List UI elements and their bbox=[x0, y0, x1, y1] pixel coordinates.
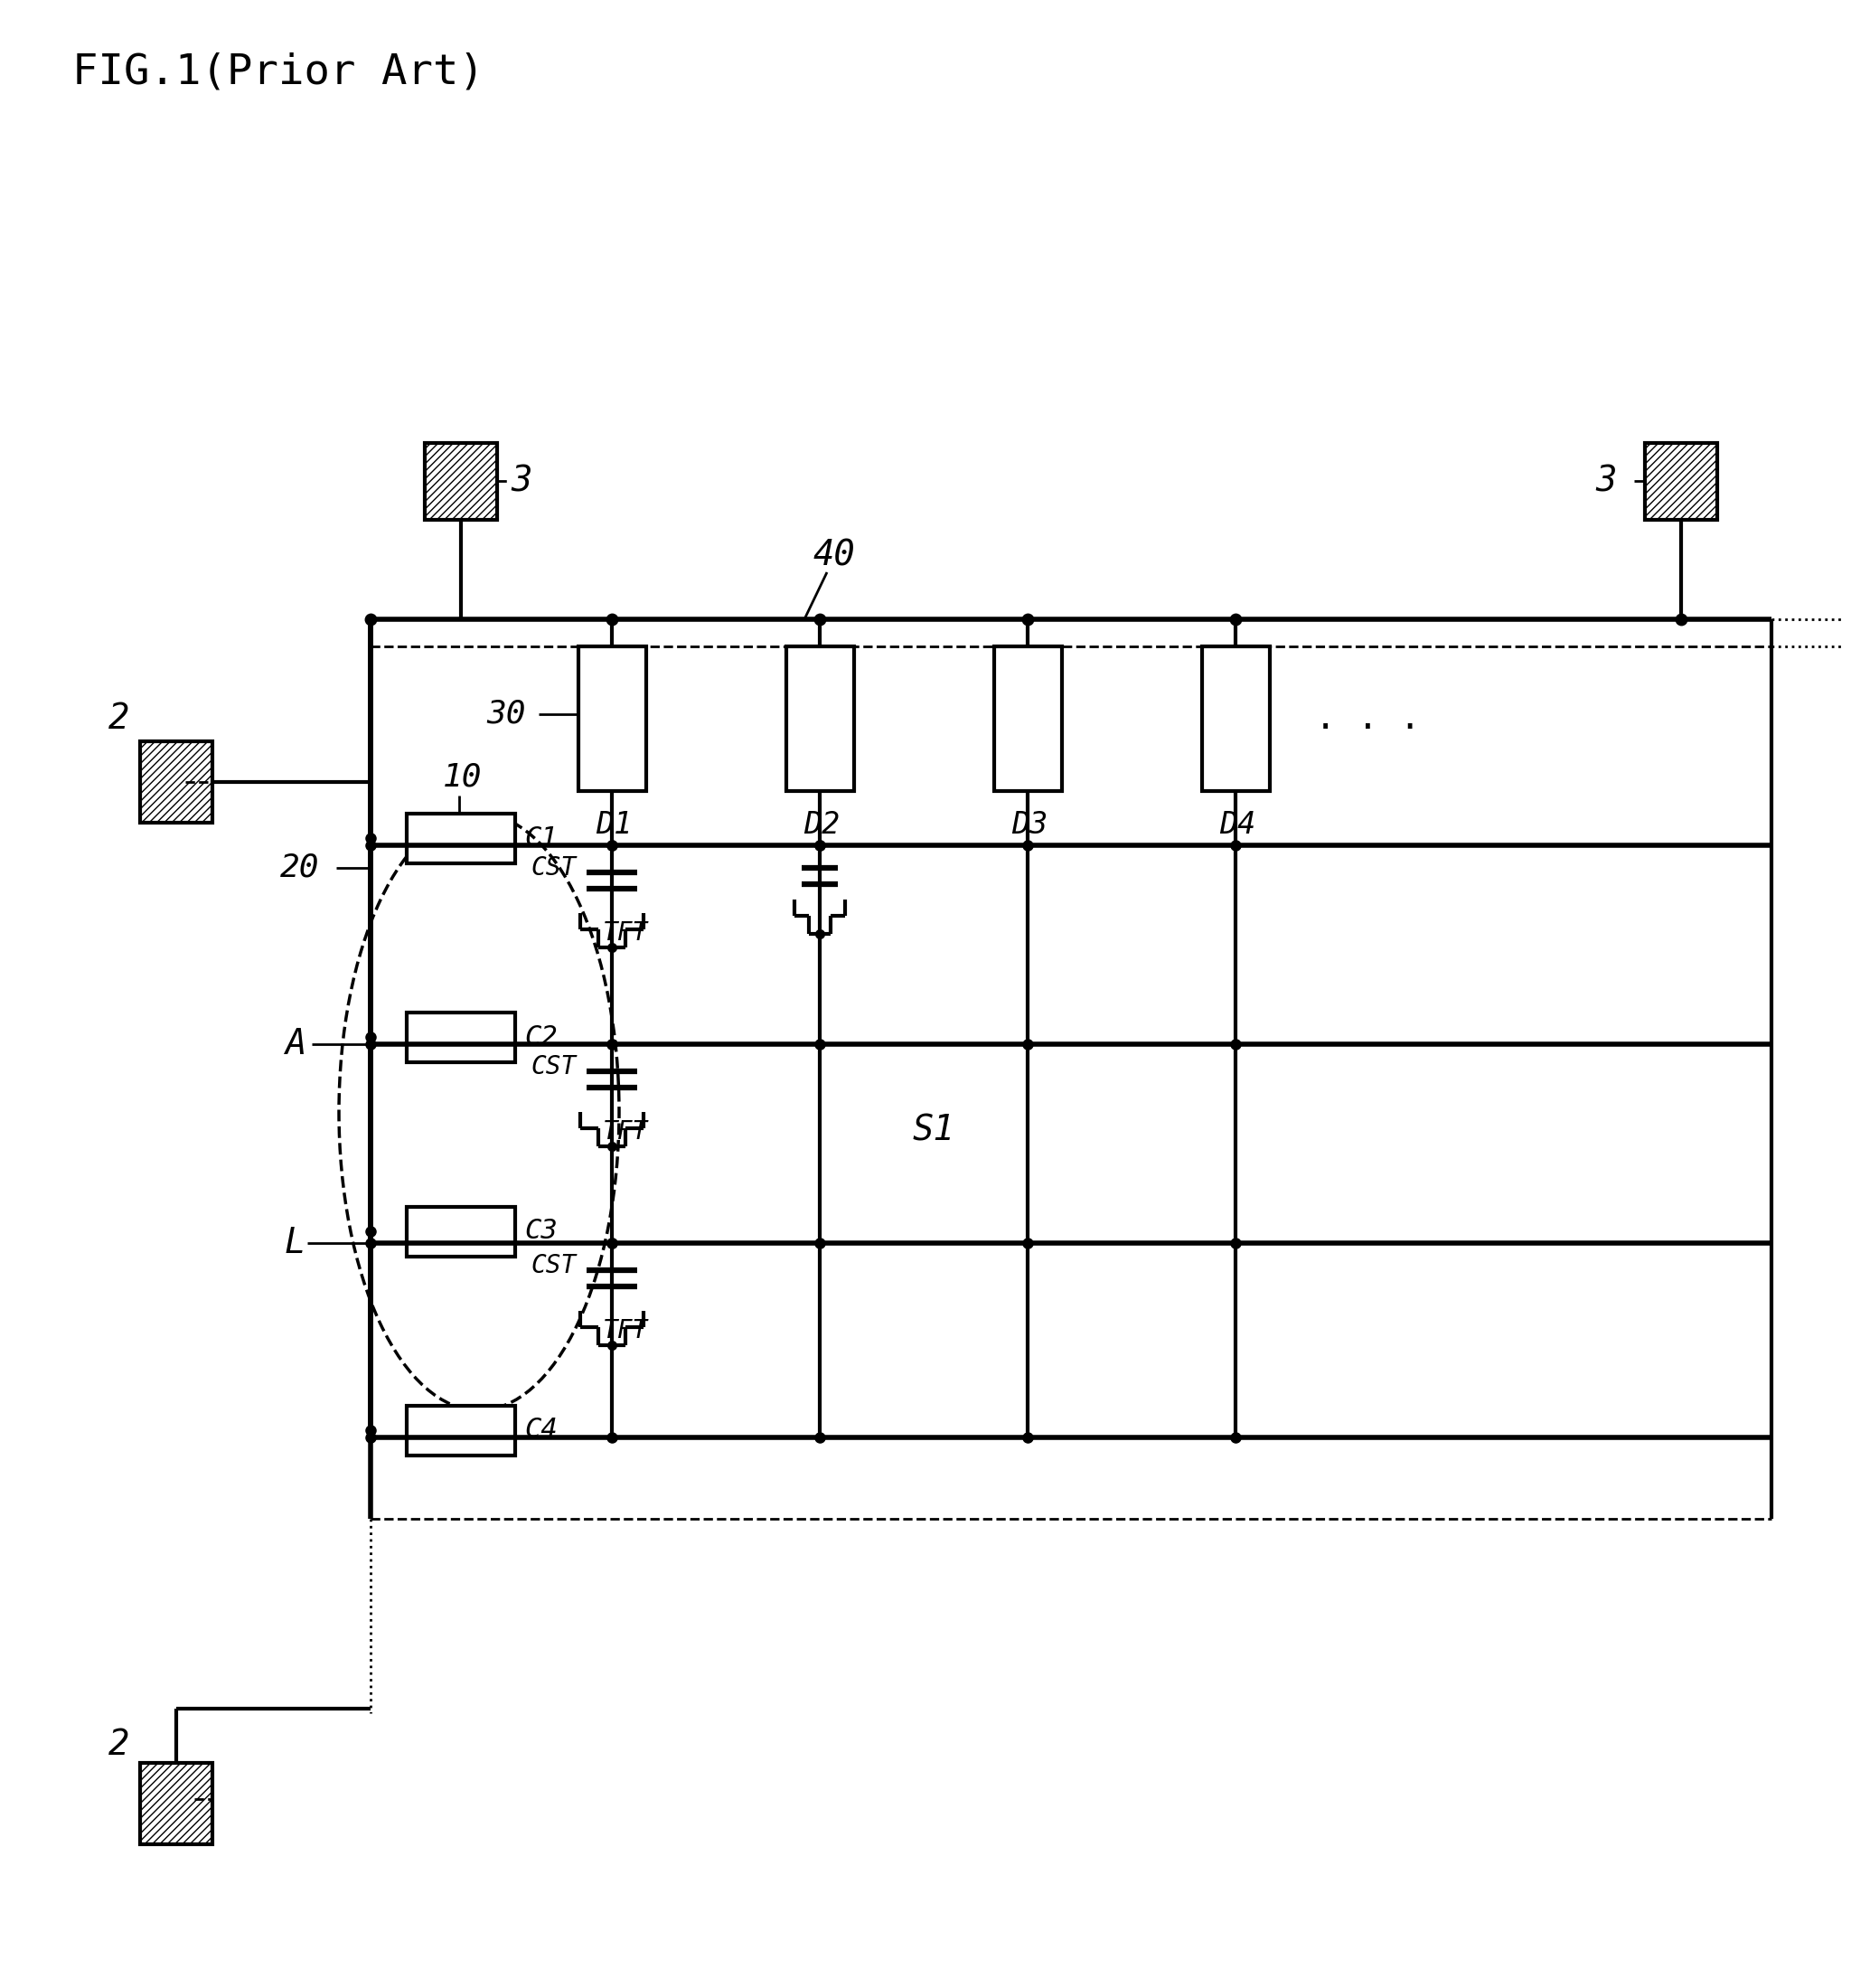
Text: D4: D4 bbox=[1220, 811, 1255, 841]
Text: 3: 3 bbox=[511, 463, 531, 499]
Text: 30: 30 bbox=[487, 700, 526, 730]
Text: TFT: TFT bbox=[603, 1119, 648, 1145]
Bar bbox=[578, 646, 646, 791]
Text: . . .: . . . bbox=[1314, 702, 1422, 736]
Text: 3: 3 bbox=[1596, 463, 1616, 499]
Bar bbox=[1201, 646, 1270, 791]
Text: 40: 40 bbox=[813, 539, 855, 573]
Text: S1: S1 bbox=[913, 1113, 955, 1147]
Bar bbox=[141, 742, 213, 823]
Bar bbox=[407, 813, 515, 863]
Text: C3: C3 bbox=[524, 1219, 557, 1244]
Text: C2: C2 bbox=[524, 1024, 557, 1050]
Bar bbox=[407, 1406, 515, 1455]
Text: CST: CST bbox=[531, 855, 576, 881]
Text: L: L bbox=[285, 1227, 305, 1260]
Text: CST: CST bbox=[531, 1252, 576, 1278]
Bar bbox=[994, 646, 1062, 791]
Text: A: A bbox=[285, 1028, 305, 1062]
Text: D2: D2 bbox=[803, 811, 840, 841]
Text: C1: C1 bbox=[524, 825, 557, 851]
Bar bbox=[407, 1207, 515, 1256]
Text: 20: 20 bbox=[280, 853, 320, 883]
Text: CST: CST bbox=[531, 1054, 576, 1079]
Text: TFT: TFT bbox=[603, 920, 648, 946]
Text: D1: D1 bbox=[596, 811, 631, 841]
Text: 2: 2 bbox=[109, 1728, 130, 1761]
Text: C4: C4 bbox=[524, 1417, 557, 1443]
Bar bbox=[424, 443, 498, 519]
Text: TFT: TFT bbox=[603, 1318, 648, 1344]
Text: D3: D3 bbox=[1011, 811, 1048, 841]
Bar bbox=[787, 646, 853, 791]
Text: 10: 10 bbox=[442, 761, 481, 793]
Bar bbox=[141, 1763, 213, 1845]
Text: FIG.1(Prior Art): FIG.1(Prior Art) bbox=[72, 52, 485, 93]
Bar bbox=[1646, 443, 1718, 519]
Bar bbox=[407, 1012, 515, 1062]
Text: 2: 2 bbox=[109, 702, 130, 736]
